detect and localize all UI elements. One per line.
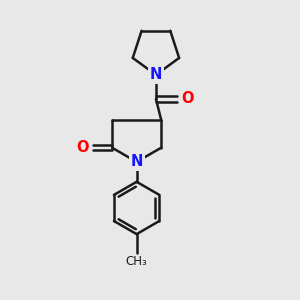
Text: O: O [181, 92, 194, 106]
Text: CH₃: CH₃ [126, 255, 148, 268]
Text: O: O [76, 140, 89, 155]
Text: N: N [150, 67, 162, 82]
Text: N: N [130, 154, 143, 169]
